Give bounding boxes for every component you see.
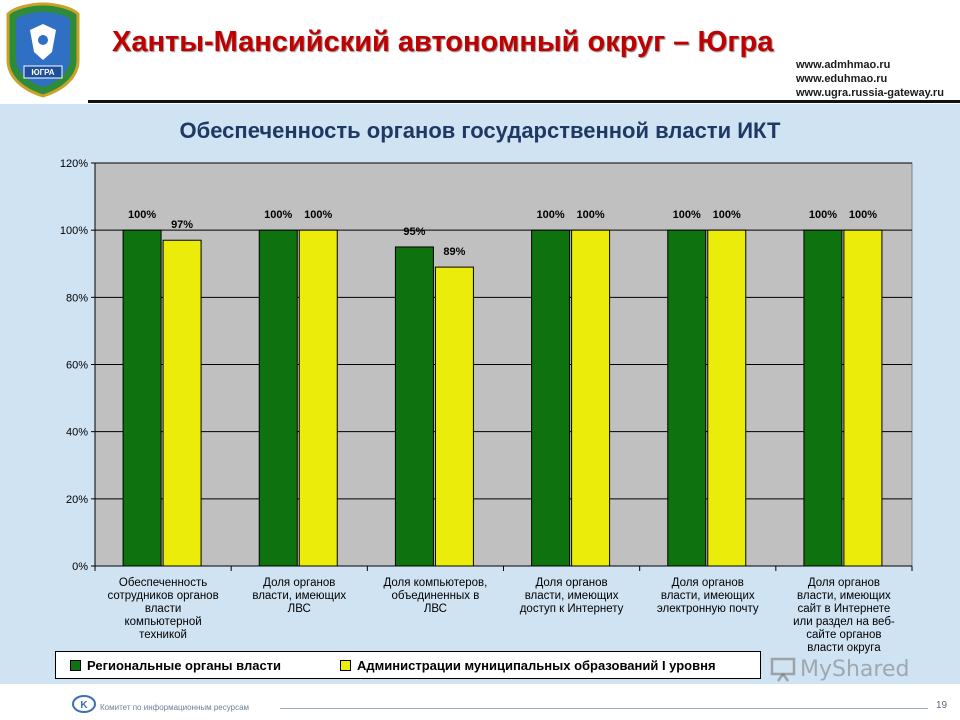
data-label: 100% bbox=[304, 209, 332, 221]
y-tick-label: 120% bbox=[60, 158, 88, 170]
x-category-label-line: ЛВС bbox=[287, 603, 311, 615]
x-category-label-line: власти округа bbox=[807, 642, 881, 654]
legend-label-municipal: Администрации муниципальных образований … bbox=[357, 658, 716, 673]
x-category-label-line: Доля органов bbox=[671, 577, 744, 589]
data-label: 100% bbox=[673, 209, 701, 221]
x-category-label-line: Доля органов bbox=[807, 577, 880, 589]
x-category-label-line: Доля компьютеров, bbox=[383, 577, 488, 589]
legend-item-regional: Региональные органы власти bbox=[70, 658, 281, 673]
legend-label-regional: Региональные органы власти bbox=[87, 658, 282, 673]
y-tick-label: 80% bbox=[66, 292, 88, 304]
data-label: 89% bbox=[443, 246, 465, 258]
x-category-label-line: объединенных в bbox=[391, 590, 480, 602]
x-category-label-line: власти bbox=[144, 603, 182, 615]
y-tick-label: 60% bbox=[66, 360, 88, 372]
x-category-label-line: Обеспеченность bbox=[118, 577, 208, 589]
legend-item-municipal: Администрации муниципальных образований … bbox=[340, 658, 716, 673]
committee-logo-icon: K bbox=[72, 695, 96, 713]
bar-regional bbox=[803, 229, 843, 567]
bar-municipal bbox=[707, 229, 747, 567]
x-category-label-line: сотрудников органов bbox=[107, 590, 219, 602]
site-links: www.admhmao.ru www.eduhmao.ru www.ugra.r… bbox=[796, 58, 944, 100]
y-tick-label: 0% bbox=[72, 561, 88, 573]
data-label: 100% bbox=[128, 209, 156, 221]
chart-title: Обеспеченность органов государственной в… bbox=[179, 118, 781, 143]
bar-municipal bbox=[434, 266, 474, 567]
x-category-label: Обеспеченность сотрудников органов власти к… bbox=[98, 577, 228, 642]
x-category-label-line: техникой bbox=[139, 629, 187, 641]
data-label: 95% bbox=[403, 226, 425, 238]
x-category-label-line: власти, имеющих bbox=[524, 590, 619, 602]
data-label: 97% bbox=[171, 219, 193, 231]
data-label: 100% bbox=[537, 209, 565, 221]
presentation-icon bbox=[770, 657, 796, 682]
legend-swatch-municipal bbox=[340, 660, 351, 671]
x-category-label-line: власти, имеющих bbox=[797, 590, 891, 602]
x-category-label-line: Доля органов bbox=[263, 577, 336, 589]
site-link-eduhmao[interactable]: www.eduhmao.ru bbox=[796, 73, 888, 85]
svg-text:K: K bbox=[80, 700, 88, 711]
x-category-label-line: компьютерной bbox=[124, 616, 202, 628]
x-category-label: Доля органов власти, имеющих ЛВС bbox=[234, 577, 364, 616]
x-category-label: Доля компьютеров, объединенных в ЛВС bbox=[370, 577, 500, 616]
y-tick-label: 100% bbox=[60, 225, 88, 237]
bar-regional bbox=[667, 229, 707, 567]
bar-regional bbox=[531, 229, 571, 567]
chart-legend: Региональные органы власти Администрации… bbox=[55, 651, 761, 679]
data-label: 100% bbox=[809, 209, 837, 221]
data-label: 100% bbox=[577, 209, 605, 221]
x-category-label-line: Доля органов bbox=[535, 577, 608, 589]
x-category-label-line: сайте органов bbox=[806, 629, 882, 641]
x-category-label: Доля органов власти, имеющих сайт в Интерн… bbox=[779, 577, 909, 655]
legend-swatch-regional bbox=[70, 660, 81, 671]
bar-municipal bbox=[298, 229, 338, 567]
x-category-label-line: или раздел на веб- bbox=[793, 616, 895, 628]
footer-org-name: Комитет по информационным ресурсам bbox=[100, 703, 250, 712]
x-category-label-line: власти, имеющих bbox=[660, 590, 755, 602]
site-link-ugra-gateway[interactable]: www.ugra.russia-gateway.ru bbox=[796, 87, 944, 99]
slide-footer: K Комитет по информационным ресурсам 19 bbox=[0, 684, 960, 720]
data-label: 100% bbox=[849, 209, 877, 221]
bar-municipal bbox=[162, 239, 202, 567]
x-category-label: Доля органов власти, имеющих доступ к Инте… bbox=[507, 577, 637, 616]
x-category-label-line: электронную почту bbox=[656, 603, 759, 615]
bar-municipal bbox=[843, 229, 883, 567]
site-link-admhmao[interactable]: www.admhmao.ru bbox=[796, 59, 891, 71]
x-category-label-line: доступ к Интернету bbox=[519, 603, 624, 615]
bar-regional bbox=[258, 229, 298, 567]
bar-municipal bbox=[571, 229, 611, 567]
bar-regional bbox=[122, 229, 162, 567]
data-label: 100% bbox=[264, 209, 292, 221]
y-tick-label: 40% bbox=[66, 427, 88, 439]
data-label: 100% bbox=[713, 209, 741, 221]
x-category-label: Доля органов власти, имеющих электронную п… bbox=[643, 577, 773, 616]
y-tick-label: 20% bbox=[66, 494, 88, 506]
emblem-label: ЮГРА bbox=[31, 68, 54, 77]
bar-regional bbox=[394, 246, 434, 567]
watermark-text: MyShared bbox=[800, 656, 910, 682]
x-category-label-line: ЛВС bbox=[423, 603, 447, 615]
x-category-label-line: власти, имеющих bbox=[252, 590, 347, 602]
coat-of-arms-emblem: ЮГРА bbox=[6, 2, 80, 98]
header-divider bbox=[88, 100, 960, 103]
footer-divider bbox=[280, 708, 928, 709]
watermark: MyShared bbox=[770, 656, 909, 682]
page-number: 19 bbox=[936, 700, 948, 711]
x-category-label-line: сайт в Интернете bbox=[797, 603, 891, 615]
page-title: Ханты-Мансийский автономный округ – Югра bbox=[112, 26, 774, 58]
